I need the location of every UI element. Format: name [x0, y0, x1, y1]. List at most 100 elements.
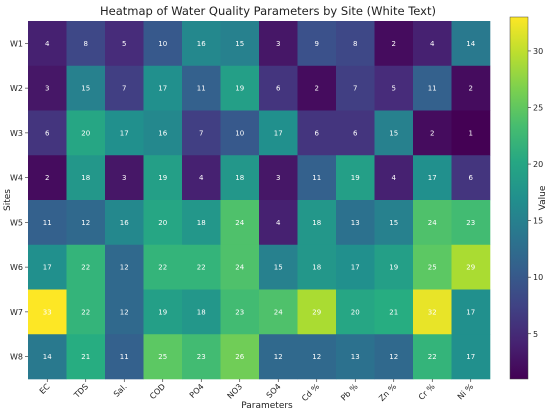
heatmap-cell [28, 155, 67, 201]
cell-value-label: 17 [466, 308, 475, 316]
heatmap-cell [28, 200, 67, 246]
heatmap-cell [297, 334, 337, 380]
heatmap-cell [297, 289, 337, 335]
cell-value-label: 2 [469, 85, 473, 93]
heatmap-cell [182, 334, 221, 380]
cell-value-label: 11 [43, 219, 52, 227]
cell-value-label: 5 [392, 85, 396, 93]
heatmap-cell [413, 334, 452, 380]
y-tick-label: W8 [10, 353, 23, 362]
cell-value-label: 19 [235, 85, 244, 93]
cell-value-label: 12 [120, 264, 129, 272]
cell-value-label: 20 [158, 219, 167, 227]
heatmap-cell [143, 155, 183, 201]
heatmap-cell [297, 65, 337, 111]
heatmap-cell [451, 200, 491, 246]
heatmap-cell [28, 289, 67, 335]
cell-value-label: 4 [199, 174, 204, 182]
heatmap-cell [336, 21, 375, 67]
cell-value-label: 17 [351, 264, 360, 272]
cell-value-label: 24 [235, 264, 244, 272]
heatmap-cell [105, 110, 144, 156]
heatmap-cell [259, 21, 298, 67]
cell-value-label: 3 [45, 85, 49, 93]
cell-value-label: 11 [312, 174, 321, 182]
heatmap-cell [259, 334, 298, 380]
cell-value-label: 2 [45, 174, 49, 182]
heatmap-cell [297, 244, 337, 290]
cell-value-label: 7 [199, 129, 203, 137]
heatmap-cell [28, 21, 67, 67]
cell-value-label: 8 [353, 40, 357, 48]
colorbar-tick-label: 20 [533, 160, 543, 169]
heatmap-cell [105, 244, 144, 290]
x-tick-label: TDS [72, 382, 90, 400]
cell-value-label: 15 [389, 219, 398, 227]
heatmap-cell [220, 244, 260, 290]
heatmap-cell [182, 21, 221, 67]
colorbar-tick-label: 10 [533, 273, 543, 282]
x-tick-label: Ni % [456, 382, 476, 402]
cell-value-label: 26 [235, 353, 244, 361]
heatmap-cell [259, 244, 298, 290]
cell-value-label: 2 [315, 85, 319, 93]
x-axis-ticks: EC TDS Sal. COD PO4 NO3 SO4 Cd % Pb % Zn % Cr % Ni … [38, 379, 476, 403]
cell-value-label: 12 [274, 353, 283, 361]
cell-value-label: 4 [392, 174, 397, 182]
cell-value-label: 22 [197, 264, 206, 272]
x-tick-label: COD [148, 382, 167, 401]
heatmap-cell [66, 65, 106, 111]
cell-value-label: 3 [276, 40, 280, 48]
cell-value-label: 17 [158, 85, 167, 93]
heatmap-cell [451, 65, 491, 111]
cell-value-label: 17 [120, 129, 129, 137]
cell-value-label: 17 [274, 129, 283, 137]
cell-value-label: 22 [81, 308, 90, 316]
cell-value-label: 32 [428, 308, 437, 316]
y-axis-label: Sites [3, 189, 13, 211]
heatmap-cell [66, 200, 106, 246]
heatmap-cell [66, 155, 106, 201]
cell-value-label: 18 [81, 174, 90, 182]
x-tick-label: EC [38, 382, 52, 396]
heatmap-cell [413, 110, 452, 156]
y-tick-label: W6 [10, 263, 23, 272]
cell-value-label: 22 [158, 264, 167, 272]
heatmap-cell [105, 21, 144, 67]
cell-value-label: 10 [235, 129, 244, 137]
heatmap-cell [451, 244, 491, 290]
cell-value-label: 6 [45, 129, 50, 137]
heatmap-cell [182, 200, 221, 246]
cell-value-label: 14 [466, 40, 475, 48]
cell-value-label: 23 [197, 353, 206, 361]
heatmap-cell [66, 334, 106, 380]
heatmap-cell [220, 110, 260, 156]
cell-value-label: 11 [428, 85, 437, 93]
cell-value-label: 18 [197, 219, 206, 227]
colorbar-label: Value [538, 185, 548, 210]
cell-value-label: 19 [351, 174, 360, 182]
cell-value-label: 29 [312, 308, 321, 316]
heatmap-cell [336, 334, 375, 380]
heatmap-cell [451, 289, 491, 335]
heatmap-cell [28, 244, 67, 290]
heatmap-cell [374, 155, 414, 201]
heatmap-cell [451, 334, 491, 380]
heatmap-cell [451, 155, 491, 201]
heatmap-cell [220, 155, 260, 201]
heatmap-cell [336, 200, 375, 246]
y-tick-label: W7 [10, 308, 23, 317]
cell-value-label: 24 [428, 219, 437, 227]
heatmap-cells: 4 8 5 10 16 15 3 9 8 2 4 143 15 7 17 11 19 6 2 7 5 11 26 20 17 16… [28, 21, 491, 380]
heatmap-cell [374, 21, 414, 67]
heatmap-cell [413, 244, 452, 290]
cell-value-label: 14 [43, 353, 52, 361]
cell-value-label: 18 [312, 219, 321, 227]
cell-value-label: 12 [389, 353, 398, 361]
heatmap-cell [297, 155, 337, 201]
heatmap-cell [66, 244, 106, 290]
cell-value-label: 4 [430, 40, 435, 48]
y-tick-label: W2 [10, 84, 23, 93]
heatmap-cell [413, 65, 452, 111]
x-tick-label: SO4 [265, 382, 283, 400]
